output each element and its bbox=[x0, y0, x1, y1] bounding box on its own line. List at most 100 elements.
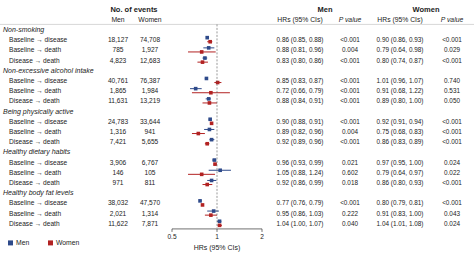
hr-label: 0.96 (0.93, 0.99) bbox=[277, 159, 324, 167]
legend-entry: Women bbox=[56, 239, 80, 246]
hr-point bbox=[200, 173, 204, 177]
legend-swatch bbox=[8, 240, 13, 245]
hr-label: 0.88 (0.81, 0.96) bbox=[277, 46, 324, 54]
row-label: Baseline → disease bbox=[9, 118, 68, 125]
hr-label: 0.86 (0.85, 0.88) bbox=[277, 36, 324, 44]
p-value: 0.004 bbox=[342, 46, 358, 53]
hr-point bbox=[197, 132, 201, 136]
group-label: Non-excessive alcohol intake bbox=[3, 67, 94, 74]
p-value: <0.001 bbox=[340, 57, 360, 64]
hr-point bbox=[203, 56, 207, 60]
header-rule bbox=[0, 24, 474, 25]
hr-point bbox=[218, 224, 222, 228]
event-count: 1,927 bbox=[142, 46, 159, 53]
subheader: P value bbox=[339, 16, 362, 23]
hr-label: 0.88 (0.84, 0.91) bbox=[277, 97, 324, 105]
x-axis-label: HRs (95% CIs) bbox=[194, 244, 241, 252]
event-count: 7,421 bbox=[110, 138, 127, 145]
p-value: 0.029 bbox=[444, 46, 460, 53]
hr-label: 0.92 (0.86, 0.99) bbox=[277, 179, 324, 187]
hr-label: 0.83 (0.80, 0.86) bbox=[277, 57, 324, 65]
hr-label: 0.75 (0.68, 0.83) bbox=[377, 128, 424, 136]
hr-point bbox=[198, 199, 202, 203]
event-count: 7,871 bbox=[142, 220, 159, 227]
p-value: <0.001 bbox=[340, 77, 360, 84]
hr-point bbox=[212, 209, 216, 213]
event-count: 1,865 bbox=[110, 87, 127, 94]
hr-point bbox=[209, 213, 213, 217]
p-value: <0.001 bbox=[340, 87, 360, 94]
hr-label: 1.04 (1.00, 1.07) bbox=[277, 220, 324, 228]
p-value: 0.043 bbox=[444, 210, 460, 217]
event-count: 971 bbox=[112, 179, 123, 186]
hr-point bbox=[210, 122, 214, 126]
event-count: 18,127 bbox=[108, 36, 129, 43]
p-value: 0.531 bbox=[444, 87, 460, 94]
event-count: 33,644 bbox=[140, 118, 161, 125]
x-tick-label: 2 bbox=[260, 233, 264, 240]
subheader: Women bbox=[138, 16, 162, 23]
p-value: <0.001 bbox=[340, 97, 360, 104]
header: Women bbox=[413, 5, 440, 14]
hr-point bbox=[201, 203, 205, 207]
subheader: P value bbox=[441, 16, 464, 23]
header: Men bbox=[318, 5, 333, 14]
group-label: Non-smoking bbox=[3, 26, 44, 34]
event-count: 146 bbox=[112, 169, 123, 176]
p-value: <0.001 bbox=[442, 36, 462, 43]
forest-chart: No. of events Men Women Men Women HRs (95% CI… bbox=[0, 0, 474, 267]
p-value: 0.024 bbox=[444, 220, 460, 227]
event-count: 1,316 bbox=[110, 128, 127, 135]
hr-point bbox=[216, 81, 220, 85]
row-label: Baseline → death bbox=[9, 87, 61, 94]
event-count: 941 bbox=[144, 128, 155, 135]
legend-entry: Men bbox=[16, 239, 29, 246]
p-value: 0.024 bbox=[444, 159, 460, 166]
row-label: Disease → death bbox=[9, 97, 60, 104]
event-count: 811 bbox=[145, 179, 156, 186]
row-label: Disease → death bbox=[9, 179, 60, 186]
event-count: 1,314 bbox=[142, 210, 159, 217]
hr-label: 1.01 (0.96, 1.07) bbox=[377, 77, 424, 85]
p-value: <0.001 bbox=[340, 199, 360, 206]
hr-label: 0.79 (0.64, 0.98) bbox=[377, 46, 424, 54]
hr-point bbox=[209, 91, 213, 95]
subheader: HRs (95% CIs) bbox=[377, 16, 422, 24]
group-label: Healthy dietary habits bbox=[3, 148, 71, 156]
p-value: 0.222 bbox=[342, 210, 358, 217]
hr-label: 0.91 (0.83, 1.00) bbox=[377, 210, 424, 218]
hr-label: 0.86 (0.83, 0.89) bbox=[377, 138, 424, 146]
event-count: 13,219 bbox=[140, 97, 161, 104]
hr-label: 0.72 (0.66, 0.79) bbox=[277, 87, 324, 95]
hr-label: 0.90 (0.88, 0.91) bbox=[277, 118, 324, 126]
group-label: Being physically active bbox=[3, 108, 74, 116]
hr-point bbox=[208, 101, 212, 105]
hr-point bbox=[207, 97, 211, 101]
event-count: 76,387 bbox=[140, 77, 161, 84]
p-value: 0.040 bbox=[342, 220, 358, 227]
p-value: <0.001 bbox=[442, 118, 462, 125]
hr-point bbox=[213, 158, 217, 162]
hr-label: 0.90 (0.86, 0.93) bbox=[377, 36, 424, 44]
reference-line bbox=[217, 24, 218, 227]
hr-label: 0.86 (0.80, 0.93) bbox=[377, 179, 424, 187]
hr-point bbox=[210, 138, 214, 142]
row-label: Disease → death bbox=[9, 220, 60, 227]
event-count: 105 bbox=[144, 169, 155, 176]
hr-label: 0.85 (0.83, 0.87) bbox=[277, 77, 324, 85]
header: No. of events bbox=[110, 5, 157, 14]
hr-point bbox=[205, 183, 209, 187]
event-count: 11,631 bbox=[108, 97, 128, 104]
row-label: Baseline → disease bbox=[9, 199, 68, 206]
p-value: <0.001 bbox=[442, 57, 462, 64]
hr-label: 0.91 (0.68, 1.22) bbox=[377, 87, 424, 95]
row-label: Disease → death bbox=[9, 57, 60, 64]
hr-point bbox=[205, 142, 209, 146]
p-value: 0.740 bbox=[444, 77, 460, 84]
x-tick bbox=[262, 229, 263, 232]
hr-label: 0.89 (0.80, 1.00) bbox=[377, 97, 424, 105]
subheader: Men bbox=[111, 16, 124, 23]
p-value: 0.021 bbox=[342, 159, 358, 166]
hr-label: 0.95 (0.86, 1.03) bbox=[277, 210, 324, 218]
row-label: Baseline → disease bbox=[9, 159, 68, 166]
